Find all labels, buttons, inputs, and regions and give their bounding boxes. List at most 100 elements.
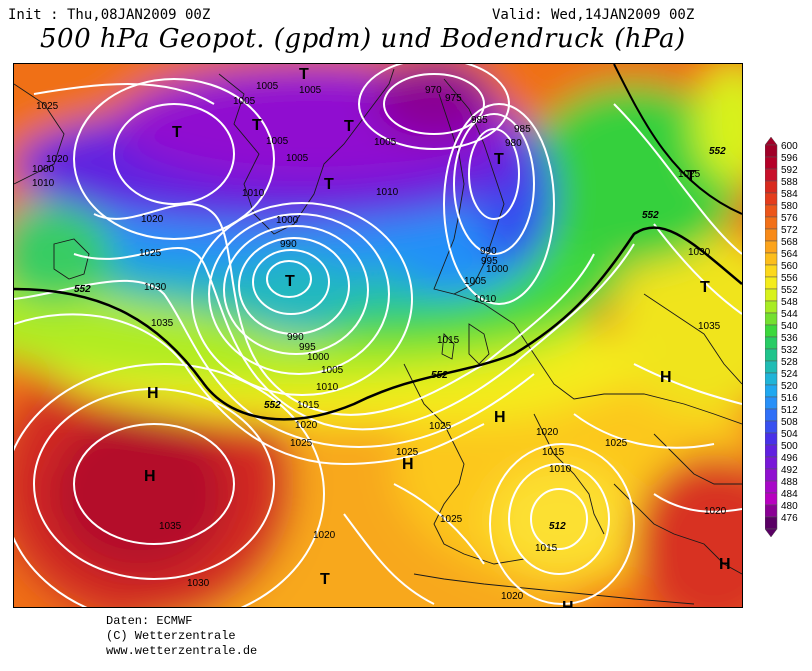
legend-label: 520 [781, 381, 798, 392]
isobar-label: 990 [287, 332, 304, 343]
legend-swatch [764, 264, 778, 278]
isobar-label: 995 [299, 342, 316, 353]
legend-label: 496 [781, 453, 798, 464]
website-link[interactable]: www.wetterzentrale.de [106, 644, 258, 658]
legend-swatch [764, 324, 778, 338]
legend-label: 532 [781, 345, 798, 356]
legend-label: 528 [781, 357, 798, 368]
legend-swatch [764, 516, 778, 530]
high-center: H [562, 599, 574, 607]
legend-swatch [764, 300, 778, 314]
isobar-label: 990 [280, 239, 297, 250]
contour-552-east [613, 64, 742, 215]
legend-label: 504 [781, 429, 798, 440]
contour-552 [14, 226, 742, 421]
legend-swatch [764, 360, 778, 374]
legend-label: 536 [781, 333, 798, 344]
isobar-label: 1010 [474, 294, 497, 305]
low-center: T [700, 279, 710, 296]
isobar-label: 1035 [151, 318, 174, 329]
low-center: T [344, 118, 354, 135]
legend-swatch [764, 336, 778, 350]
low-center: T [172, 124, 182, 141]
legend-swatch [764, 192, 778, 206]
isobar-label: 1015 [297, 400, 320, 411]
isobar-label: 1000 [307, 352, 330, 363]
isobar-label: 1010 [316, 382, 339, 393]
isobar-label: 980 [505, 138, 522, 149]
isobar-label: 1020 [536, 427, 559, 438]
footer: Daten: ECMWF (C) Wetterzentrale www.wett… [106, 614, 257, 659]
isobar-label: 1025 [396, 447, 419, 458]
isobars [14, 64, 742, 607]
isobar-label: 1025 [605, 438, 628, 449]
legend-swatch [764, 312, 778, 326]
height-label: 552 [74, 284, 91, 295]
isobar-label: 1025 [139, 248, 162, 259]
legend-swatch [764, 480, 778, 494]
legend-swatch [764, 396, 778, 410]
isobar-label: 1020 [313, 530, 336, 541]
legend-swatch [764, 372, 778, 386]
isobar-label: 1000 [276, 215, 299, 226]
legend-label: 480 [781, 501, 798, 512]
isobar-label: 1015 [542, 447, 565, 458]
isobar-label: 1010 [242, 188, 265, 199]
pressure-centers: T T T T T T T T T T H H H H H H H [144, 66, 731, 607]
map-title: 500 hPa Geopot. (gpdm) und Bodendruck (h… [40, 24, 686, 54]
legend-label: 512 [781, 405, 798, 416]
legend-swatch [764, 468, 778, 482]
isobar-label: 970 [425, 85, 442, 96]
isobar-label: 1005 [256, 81, 279, 92]
legend-swatch [764, 408, 778, 422]
isobar-label: 1005 [464, 276, 487, 287]
isobar-label: 1015 [437, 335, 460, 346]
legend-label: 484 [781, 489, 798, 500]
isobar-label: 1020 [704, 506, 727, 517]
legend-label: 564 [781, 249, 798, 260]
isobar-label: 995 [481, 256, 498, 267]
high-center: H [494, 409, 506, 426]
legend-swatch [764, 288, 778, 302]
isobar-label: 990 [480, 246, 497, 257]
legend-swatch [764, 420, 778, 434]
legend-label: 560 [781, 261, 798, 272]
isobar-label: 1035 [698, 321, 721, 332]
isobar-label: 1010 [376, 187, 399, 198]
legend-swatch [764, 444, 778, 458]
legend-label: 556 [781, 273, 798, 284]
low-center: T [686, 168, 696, 185]
isobar-label: 1005 [286, 153, 309, 164]
isobar-label: 1030 [688, 247, 711, 258]
high-center: H [402, 456, 414, 473]
copyright-label: (C) Wetterzentrale [106, 629, 236, 643]
legend-label: 492 [781, 465, 798, 476]
isobar-label: 1005 [299, 85, 322, 96]
legend-label: 544 [781, 309, 798, 320]
isobar-label: 1005 [374, 137, 397, 148]
legend-svg: 6005965925885845805765725685645605565525… [764, 136, 798, 538]
legend-label: 580 [781, 201, 798, 212]
data-source-label: Daten: ECMWF [106, 614, 193, 628]
height-labels: 552 552 552 552 552 512 [74, 146, 726, 532]
legend-label: 516 [781, 393, 798, 404]
init-time-label: Init : Thu,08JAN2009 00Z [8, 7, 211, 23]
legend-swatch [764, 456, 778, 470]
legend-swatch [764, 168, 778, 182]
legend-swatch [764, 228, 778, 242]
height-label: 552 [709, 146, 726, 157]
legend-label: 524 [781, 369, 798, 380]
high-center: H [660, 369, 672, 386]
isobar-label: 1020 [46, 154, 69, 165]
height-label: 512 [549, 521, 566, 532]
isobar-label: 1000 [32, 164, 55, 175]
low-center: T [320, 571, 330, 588]
map-canvas: T T T T T T T T T T H H H H H H H 1025 1… [14, 64, 742, 607]
legend-arrow-bottom [764, 528, 778, 538]
legend-label: 568 [781, 237, 798, 248]
legend-swatch [764, 252, 778, 266]
legend-swatch [764, 156, 778, 170]
isobar-label: 985 [514, 124, 531, 135]
legend-swatch [764, 144, 778, 158]
legend-label: 540 [781, 321, 798, 332]
